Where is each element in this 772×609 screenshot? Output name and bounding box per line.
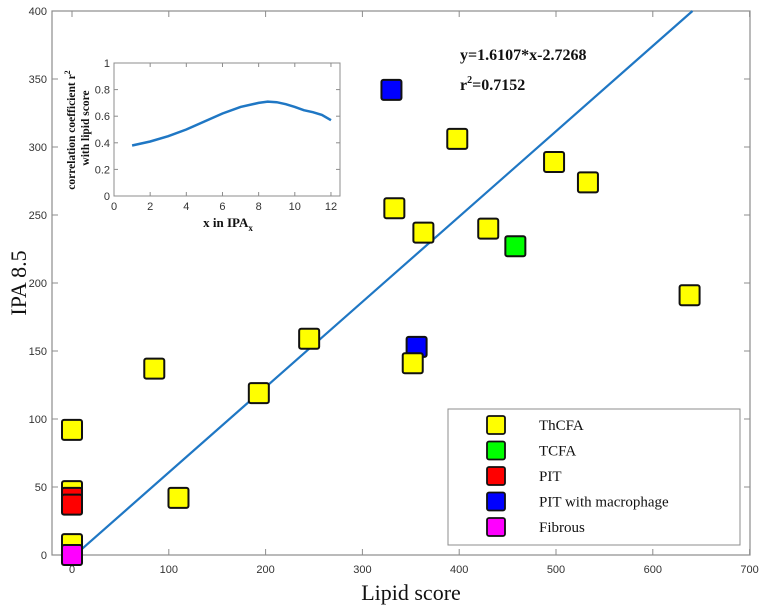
fit-line-group — [71, 10, 694, 559]
inset-y-axis-label-line2: with lipid score — [80, 90, 92, 165]
x-tick-label: 0 — [69, 564, 75, 576]
inset-x-label-subscript: x — [248, 223, 253, 233]
data-point-thcfa — [576, 171, 599, 194]
data-point-thcfa — [298, 327, 321, 350]
y-tick-label: 400 — [29, 6, 47, 18]
y-tick-label: 300 — [29, 142, 47, 154]
x-axis-label: Lipid score — [361, 580, 461, 605]
inset-y-tick-label: 0.2 — [95, 164, 110, 176]
inset-y-label-superscript: 2 — [63, 70, 72, 74]
y-tick-label: 250 — [29, 210, 47, 222]
x-tick-label: 500 — [547, 564, 565, 576]
inset-y-tick-label: 0.6 — [95, 111, 110, 123]
data-point-thcfa — [477, 217, 500, 240]
data-point-thcfa — [543, 150, 566, 173]
inset-x-tick-label: 12 — [325, 201, 337, 213]
inset-axis-ticks: 0 2 4 6 8 10 12 0 0.2 0.4 0.6 0.8 1 — [95, 58, 340, 213]
legend-label: TCFA — [539, 444, 576, 460]
x-tick-label: 700 — [740, 564, 758, 576]
data-point-thcfa — [167, 486, 190, 509]
x-tick-label: 200 — [256, 564, 274, 576]
inset-y-label-text: correlation coefficient r — [66, 74, 78, 189]
fit-line — [71, 10, 694, 559]
x-tick-label: 600 — [644, 564, 662, 576]
data-point-thcfa — [678, 284, 701, 307]
data-point-thcfa — [401, 352, 424, 375]
y-tick-label: 0 — [41, 550, 47, 562]
inset-x-tick-label: 6 — [219, 201, 225, 213]
legend-label: PIT — [539, 469, 562, 485]
data-point-pit-with-macrophage — [380, 78, 403, 101]
data-point-thcfa — [247, 382, 270, 405]
inset-x-tick-label: 10 — [289, 201, 301, 213]
equation-annotation: y=1.6107*x-2.7268 — [460, 47, 586, 64]
inset-y-tick-label: 1 — [104, 58, 110, 70]
inset-x-axis-label: x in IPAx — [203, 215, 253, 233]
inset-line — [131, 100, 332, 147]
legend-label: PIT with macrophage — [539, 495, 669, 511]
data-point-thcfa — [446, 127, 469, 150]
y-tick-label: 200 — [29, 278, 47, 290]
x-tick-label: 400 — [450, 564, 468, 576]
legend-swatch-thcfa — [486, 415, 506, 435]
data-point-thcfa — [61, 418, 83, 441]
inset-y-tick-label: 0.4 — [95, 138, 110, 150]
data-point-thcfa — [383, 197, 406, 220]
legend-swatch-tcfa — [486, 440, 506, 461]
legend: ThCFA TCFA PIT PIT with macrophage Fibrous — [447, 408, 741, 546]
inset-chart: 0 2 4 6 8 10 12 0 0.2 0.4 0.6 0.8 1 x in IPAx correl… — [63, 58, 341, 233]
inset-x-tick-label: 2 — [147, 201, 153, 213]
legend-swatch-pit — [486, 466, 506, 486]
y-tick-label: 150 — [29, 346, 47, 358]
inset-x-label-main: x in IPA — [203, 215, 249, 230]
inset-x-tick-label: 8 — [256, 201, 262, 213]
x-tick-label: 300 — [353, 564, 371, 576]
r2-superscript: 2 — [467, 75, 472, 86]
inset-x-tick-label: 4 — [183, 201, 189, 213]
inset-y-axis-label-line1: correlation coefficient r2 — [63, 70, 78, 189]
legend-swatch-pit-with-macrophage — [486, 491, 506, 512]
inset-plot-area — [113, 62, 341, 197]
r2-value: =0.7152 — [472, 77, 525, 94]
y-tick-label: 350 — [29, 74, 47, 86]
y-tick-label: 100 — [29, 414, 47, 426]
y-tick-label: 50 — [35, 482, 47, 494]
data-point-thcfa — [143, 357, 166, 380]
data-point-fibrous — [61, 544, 83, 566]
inset-x-tick-label: 0 — [111, 201, 117, 213]
data-point-tcfa — [504, 235, 527, 258]
x-tick-label: 100 — [160, 564, 178, 576]
legend-label: Fibrous — [539, 520, 585, 536]
inset-y-tick-label: 0.8 — [95, 85, 110, 97]
r2-prefix: r — [460, 77, 467, 94]
data-point-pit — [61, 493, 83, 516]
inset-y-tick-label: 0 — [104, 191, 110, 203]
legend-label: ThCFA — [539, 418, 584, 434]
main-axis-ticks: 0 100 200 300 400 500 600 700050100150200250300… — [29, 6, 759, 576]
r2-annotation: r2=0.7152 — [460, 75, 525, 94]
data-points — [61, 78, 701, 566]
y-axis-label: IPA 8.5 — [6, 250, 31, 315]
data-point-thcfa — [412, 221, 435, 244]
legend-swatch-fibrous — [486, 517, 506, 537]
